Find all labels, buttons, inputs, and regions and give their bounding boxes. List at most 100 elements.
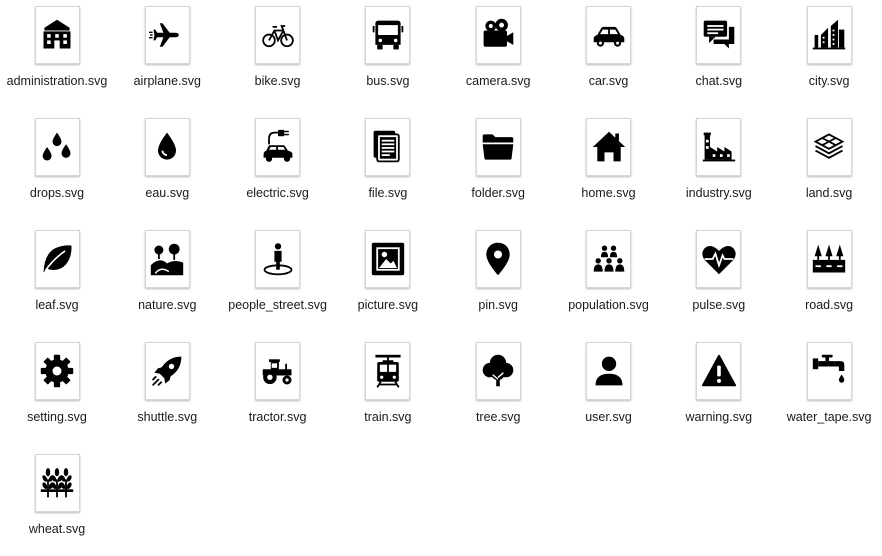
file-thumbnail[interactable] bbox=[696, 230, 742, 288]
file-name[interactable]: bike.svg bbox=[254, 74, 301, 88]
file-thumbnail[interactable] bbox=[586, 6, 631, 64]
file-name[interactable]: bus.svg bbox=[366, 74, 410, 88]
file-thumbnail[interactable] bbox=[475, 342, 521, 400]
file-thumbnail[interactable] bbox=[586, 342, 631, 400]
file-item[interactable]: warning.svg bbox=[666, 336, 772, 444]
file-thumbnail[interactable] bbox=[144, 342, 190, 400]
file-name[interactable]: user.svg bbox=[585, 410, 632, 424]
file-item[interactable]: bus.svg bbox=[335, 0, 441, 108]
file-thumbnail[interactable] bbox=[365, 342, 411, 400]
file-name[interactable]: tree.svg bbox=[475, 410, 521, 424]
file-thumbnail[interactable] bbox=[475, 6, 521, 64]
file-name[interactable]: picture.svg bbox=[357, 298, 419, 312]
file-item[interactable]: car.svg bbox=[556, 0, 662, 108]
file-thumbnail[interactable] bbox=[255, 230, 301, 288]
file-thumbnail[interactable] bbox=[144, 230, 190, 288]
file-item[interactable]: land.svg bbox=[776, 112, 882, 220]
file-name[interactable]: electric.svg bbox=[246, 186, 309, 200]
file-thumbnail[interactable] bbox=[255, 118, 301, 176]
file-name[interactable]: land.svg bbox=[805, 186, 853, 200]
file-name[interactable]: wheat.svg bbox=[28, 522, 86, 536]
file-name[interactable]: pin.svg bbox=[478, 298, 518, 312]
file-item[interactable]: industry.svg bbox=[666, 112, 772, 220]
file-thumbnail[interactable] bbox=[255, 6, 301, 64]
file-item[interactable]: camera.svg bbox=[445, 0, 551, 108]
file-name[interactable]: administration.svg bbox=[6, 74, 108, 88]
file-name[interactable]: airplane.svg bbox=[133, 74, 201, 88]
file-item[interactable]: home.svg bbox=[556, 112, 662, 220]
file-name[interactable]: train.svg bbox=[364, 410, 412, 424]
file-name[interactable]: drops.svg bbox=[29, 186, 85, 200]
file-item[interactable]: user.svg bbox=[556, 336, 662, 444]
file-item[interactable]: file.svg bbox=[335, 112, 441, 220]
file-thumbnail[interactable] bbox=[34, 118, 80, 176]
file-thumbnail[interactable] bbox=[34, 454, 80, 512]
file-thumbnail[interactable] bbox=[696, 6, 742, 64]
file-name[interactable]: pulse.svg bbox=[692, 298, 746, 312]
file-name[interactable]: city.svg bbox=[808, 74, 850, 88]
file-thumbnail[interactable] bbox=[34, 6, 80, 64]
file-name[interactable]: home.svg bbox=[581, 186, 636, 200]
file-item[interactable]: eau.svg bbox=[114, 112, 220, 220]
file-name[interactable]: population.svg bbox=[568, 298, 649, 312]
file-item[interactable]: train.svg bbox=[335, 336, 441, 444]
file-item[interactable]: wheat.svg bbox=[4, 448, 110, 556]
file-thumbnail[interactable] bbox=[365, 118, 411, 176]
file-item[interactable]: drops.svg bbox=[4, 112, 110, 220]
file-item[interactable]: city.svg bbox=[776, 0, 882, 108]
file-item[interactable]: picture.svg bbox=[335, 224, 441, 332]
file-name[interactable]: tractor.svg bbox=[248, 410, 307, 424]
file-name[interactable]: chat.svg bbox=[695, 74, 743, 88]
file-name[interactable]: warning.svg bbox=[685, 410, 753, 424]
file-name[interactable]: file.svg bbox=[368, 186, 408, 200]
file-name[interactable]: industry.svg bbox=[685, 186, 752, 200]
file-item[interactable]: administration.svg bbox=[4, 0, 110, 108]
file-name[interactable]: water_tape.svg bbox=[786, 410, 872, 424]
file-thumbnail[interactable] bbox=[586, 230, 631, 288]
file-name[interactable]: shuttle.svg bbox=[137, 410, 198, 424]
file-item[interactable]: pin.svg bbox=[445, 224, 551, 332]
file-item[interactable]: electric.svg bbox=[225, 112, 331, 220]
file-thumbnail[interactable] bbox=[696, 342, 742, 400]
file-item[interactable]: water_tape.svg bbox=[776, 336, 882, 444]
file-item[interactable]: road.svg bbox=[776, 224, 882, 332]
file-item[interactable]: pulse.svg bbox=[666, 224, 772, 332]
file-item[interactable]: population.svg bbox=[556, 224, 662, 332]
file-name[interactable]: folder.svg bbox=[471, 186, 525, 200]
file-item[interactable]: airplane.svg bbox=[114, 0, 220, 108]
file-item[interactable]: folder.svg bbox=[445, 112, 551, 220]
file-item[interactable]: nature.svg bbox=[114, 224, 220, 332]
file-item[interactable]: tractor.svg bbox=[225, 336, 331, 444]
file-thumbnail[interactable] bbox=[696, 118, 742, 176]
file-item[interactable]: people_street.svg bbox=[225, 224, 331, 332]
file-name[interactable]: leaf.svg bbox=[35, 298, 79, 312]
file-thumbnail[interactable] bbox=[365, 6, 411, 64]
file-item[interactable]: tree.svg bbox=[445, 336, 551, 444]
file-name[interactable]: road.svg bbox=[805, 298, 854, 312]
file-thumbnail[interactable] bbox=[806, 230, 852, 288]
file-item[interactable]: shuttle.svg bbox=[114, 336, 220, 444]
file-thumbnail[interactable] bbox=[365, 230, 411, 288]
file-name[interactable]: setting.svg bbox=[27, 410, 87, 424]
file-name[interactable]: eau.svg bbox=[145, 186, 190, 200]
file-thumbnail[interactable] bbox=[34, 230, 80, 288]
file-name[interactable]: people_street.svg bbox=[228, 298, 327, 312]
file-item[interactable]: bike.svg bbox=[225, 0, 331, 108]
file-thumbnail[interactable] bbox=[144, 6, 190, 64]
file-item[interactable]: setting.svg bbox=[4, 336, 110, 444]
file-item[interactable]: leaf.svg bbox=[4, 224, 110, 332]
file-item[interactable]: chat.svg bbox=[666, 0, 772, 108]
file-thumbnail[interactable] bbox=[144, 118, 190, 176]
file-thumbnail[interactable] bbox=[255, 342, 301, 400]
file-thumbnail[interactable] bbox=[586, 118, 631, 176]
file-thumbnail[interactable] bbox=[475, 230, 521, 288]
file-name[interactable]: nature.svg bbox=[138, 298, 197, 312]
administration-icon bbox=[43, 19, 71, 49]
file-name[interactable]: camera.svg bbox=[465, 74, 531, 88]
file-thumbnail[interactable] bbox=[475, 118, 521, 176]
file-thumbnail[interactable] bbox=[34, 342, 80, 400]
file-thumbnail[interactable] bbox=[806, 342, 852, 400]
file-name[interactable]: car.svg bbox=[588, 74, 629, 88]
file-thumbnail[interactable] bbox=[806, 118, 852, 176]
file-thumbnail[interactable] bbox=[806, 6, 852, 64]
